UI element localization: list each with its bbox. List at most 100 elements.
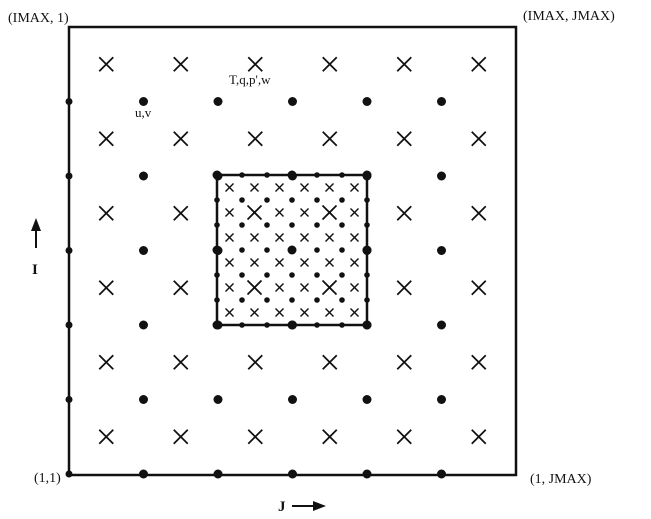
embedded-coarse-cross-marker — [323, 281, 337, 295]
fine-cross-marker — [301, 309, 309, 317]
fine-cross-marker — [301, 184, 309, 192]
coarse-cross-marker — [323, 355, 337, 369]
corner-label-top-left: (IMAX, 1) — [8, 11, 69, 26]
coarse-dot-marker — [288, 97, 297, 106]
fine-dot-marker — [288, 171, 297, 180]
fine-cross-marker — [226, 309, 234, 317]
fine-dot-marker — [314, 197, 320, 203]
boundary-dot-marker — [438, 471, 445, 478]
coarse-dot-marker — [288, 395, 297, 404]
coarse-dot-marker — [363, 395, 372, 404]
coarse-dot-marker — [139, 172, 148, 181]
fine-cross-marker — [226, 209, 234, 217]
fine-dot-marker — [364, 297, 370, 303]
coarse-dot-marker — [214, 395, 223, 404]
fine-cross-marker — [326, 259, 334, 267]
fine-dot-marker — [264, 172, 270, 178]
fine-dot-marker — [264, 272, 270, 278]
fine-cross-marker — [276, 209, 284, 217]
fine-cross-marker — [351, 234, 359, 242]
fine-cross-marker — [226, 184, 234, 192]
coarse-cross-marker — [248, 57, 262, 71]
fine-cross-marker — [276, 309, 284, 317]
boundary-dot-marker — [289, 471, 296, 478]
coarse-cross-marker — [472, 430, 486, 444]
fine-cross-marker — [351, 284, 359, 292]
fine-dot-marker — [339, 297, 345, 303]
coarse-cross-marker — [99, 57, 113, 71]
fine-dot-marker — [264, 222, 270, 228]
fine-dot-marker — [239, 322, 245, 328]
boundary-dot-marker — [66, 396, 73, 403]
i-axis-arrow — [31, 218, 41, 248]
boundary-dot-marker — [66, 322, 73, 329]
fine-dot-marker — [288, 321, 297, 330]
coarse-dot-marker — [437, 97, 446, 106]
fine-dot-marker — [339, 172, 345, 178]
fine-dot-marker — [364, 272, 370, 278]
fine-dot-marker — [213, 321, 222, 330]
coarse-cross-marker — [174, 355, 188, 369]
coarse-cross-marker — [323, 57, 337, 71]
fine-dot-marker — [214, 272, 220, 278]
fine-dot-marker — [339, 197, 345, 203]
coarse-cross-marker — [174, 281, 188, 295]
coarse-cross-marker — [472, 355, 486, 369]
coarse-cross-marker — [248, 132, 262, 146]
fine-dot-marker — [363, 171, 372, 180]
fine-dot-marker — [214, 297, 220, 303]
coarse-cross-marker — [472, 132, 486, 146]
coarse-dot-marker — [139, 395, 148, 404]
fine-dot-marker — [339, 322, 345, 328]
fine-dot-marker — [264, 297, 270, 303]
coarse-cross-marker — [248, 430, 262, 444]
coarse-cross-marker — [99, 206, 113, 220]
coarse-dot-marker — [139, 246, 148, 255]
fine-cross-marker — [276, 184, 284, 192]
coarse-cross-marker — [323, 132, 337, 146]
fine-dot-marker — [213, 246, 222, 255]
corner-label-top-right: (IMAX, JMAX) — [523, 9, 615, 24]
fine-cross-marker — [326, 234, 334, 242]
fine-dot-marker — [363, 321, 372, 330]
boundary-dot-marker — [140, 471, 147, 478]
fine-dot-marker — [363, 246, 372, 255]
fine-dot-marker — [289, 222, 295, 228]
coarse-cross-marker — [397, 132, 411, 146]
fine-dot-marker — [314, 322, 320, 328]
coarse-cross-marker — [472, 281, 486, 295]
boundary-dot-marker — [66, 98, 73, 105]
boundary-dot-marker — [66, 173, 73, 180]
fine-dot-marker — [239, 247, 245, 253]
fine-cross-marker — [226, 234, 234, 242]
coarse-dot-marker — [214, 97, 223, 106]
embedded-coarse-cross-marker — [323, 206, 337, 220]
coarse-dot-marker — [437, 395, 446, 404]
coarse-cross-marker — [99, 132, 113, 146]
coarse-cross-marker — [397, 430, 411, 444]
j-axis-arrow — [292, 501, 326, 511]
fine-cross-marker — [276, 234, 284, 242]
fine-dot-marker — [314, 222, 320, 228]
fine-dot-marker — [339, 222, 345, 228]
coarse-dot-marker — [437, 246, 446, 255]
fine-cross-marker — [326, 184, 334, 192]
fine-cross-marker — [351, 184, 359, 192]
cell-face-annotation: u,v — [135, 105, 152, 120]
fine-dot-marker — [264, 247, 270, 253]
coarse-cross-marker — [472, 57, 486, 71]
j-axis-label: J — [278, 499, 286, 515]
coarse-dot-marker — [437, 172, 446, 181]
fine-cross-marker — [251, 234, 259, 242]
fine-dot-marker — [289, 297, 295, 303]
fine-dot-marker — [213, 171, 222, 180]
boundary-dot-marker — [364, 471, 371, 478]
coarse-dot-marker — [139, 321, 148, 330]
fine-dot-marker — [364, 222, 370, 228]
fine-dot-marker — [239, 197, 245, 203]
coarse-cross-marker — [323, 430, 337, 444]
i-axis-label: I — [32, 262, 38, 278]
fine-dot-marker — [214, 222, 220, 228]
fine-dot-marker — [289, 272, 295, 278]
